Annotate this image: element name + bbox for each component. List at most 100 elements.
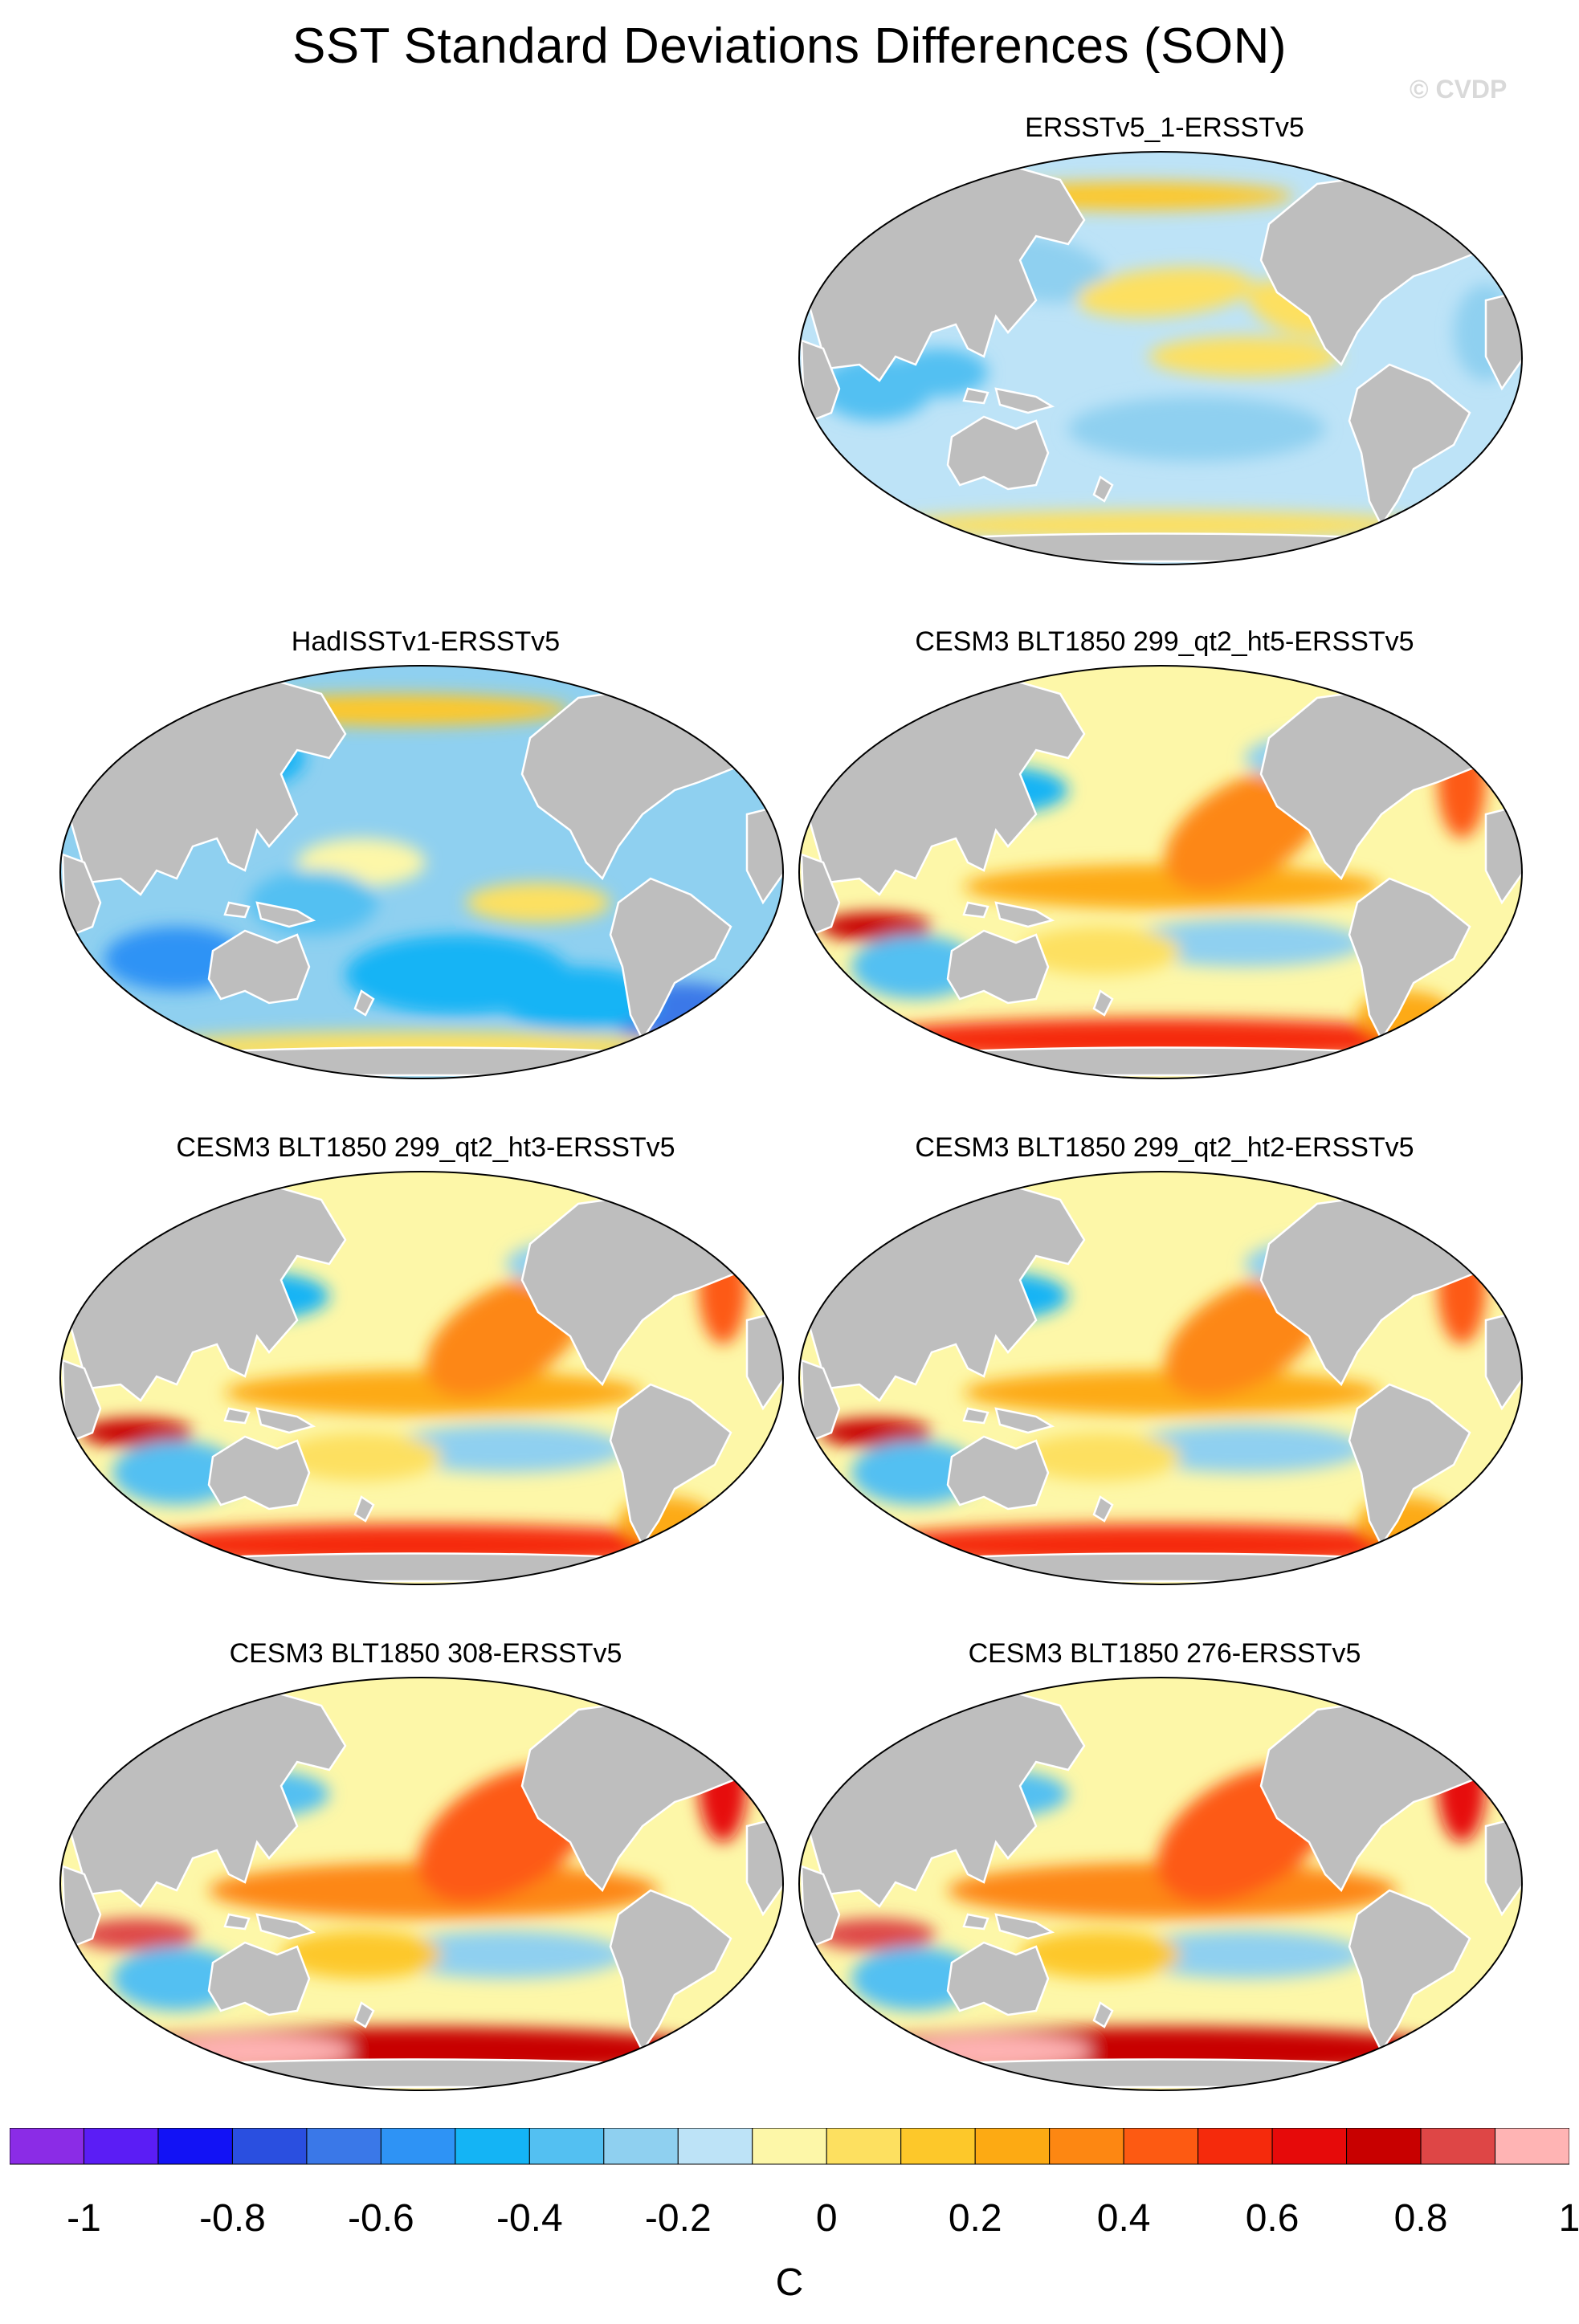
colorbar-swatch [380, 2128, 456, 2165]
anomaly-region [851, 1441, 980, 1505]
panel-title: CESM3 BLT1850 299_qt2_ht3-ERSSTv5 [176, 1132, 675, 1163]
map-border [798, 151, 1523, 565]
anomaly-region [1438, 726, 1486, 838]
anomaly-region [1076, 267, 1253, 318]
colorbar-swatch [1049, 2128, 1124, 2165]
anomaly-region [1124, 1931, 1365, 1979]
land-mass [207, 1435, 311, 1511]
land-mass [920, 532, 1401, 563]
colorbar-swatch [1271, 2128, 1348, 2165]
land-mass [994, 901, 1055, 928]
panel-title: CESM3 BLT1850 299_qt2_ht2-ERSSTv5 [915, 1132, 1414, 1163]
land-mass [1404, 1682, 1479, 1723]
colorbar [10, 2128, 1569, 2165]
map-border [798, 1171, 1523, 1585]
land-mass [255, 1913, 316, 1940]
colorbar-swatch [1495, 2128, 1569, 2165]
colorbar-tick-label: 0.8 [1393, 2197, 1448, 2240]
anomaly-region [1438, 1232, 1486, 1344]
land-mass [255, 901, 316, 928]
land-mass [920, 1552, 1401, 1583]
colorbar-swatch [1420, 2128, 1496, 2165]
sst-difference-map [798, 1171, 1523, 1585]
anomaly-region [699, 1232, 747, 1344]
anomaly-region [386, 1425, 626, 1473]
anomaly-region [112, 1441, 241, 1505]
panel-title: CESM3 BLT1850 308-ERSSTv5 [229, 1638, 622, 1669]
land-mass [609, 1889, 732, 2053]
colorbar-swatch [83, 2128, 159, 2165]
colorbar-swatch [826, 2128, 902, 2165]
anomaly-region [819, 357, 932, 421]
colorbar-tick-label: 1 [1558, 2197, 1579, 2240]
anomaly-region [1020, 927, 1181, 975]
anomaly-region [1124, 1425, 1365, 1473]
land-mass [946, 1941, 1050, 2016]
land-mass [946, 1435, 1050, 1511]
colorbar-swatch [900, 2128, 976, 2165]
land-mass [962, 387, 989, 405]
colorbar-tick-label: 0.6 [1245, 2197, 1300, 2240]
land-mass [609, 1383, 732, 1547]
colorbar-swatch [1123, 2128, 1199, 2165]
land-mass [962, 1407, 989, 1425]
anomaly-region [80, 1418, 193, 1447]
anomaly-region [815, 1918, 936, 1951]
anomaly-region [1149, 336, 1341, 377]
panel-title: ERSSTv5_1-ERSSTv5 [1025, 112, 1304, 143]
land-mass [1348, 877, 1471, 1042]
land-mass [1404, 1176, 1479, 1217]
land-mass [962, 1913, 989, 1931]
anomaly-region [964, 864, 1381, 909]
land-mass [353, 2001, 375, 2028]
colorbar-tick-label: 0.2 [948, 2197, 1002, 2240]
anomaly-region [76, 1918, 197, 1951]
sst-difference-map [59, 665, 784, 1079]
colorbar-swatch [1346, 2128, 1422, 2165]
land-mass [182, 1552, 662, 1583]
land-mass [1092, 989, 1114, 1017]
copyright-watermark: © CVDP [1410, 75, 1508, 104]
land-mass [1404, 670, 1479, 711]
land-mass [182, 2058, 662, 2089]
colorbar-swatch [528, 2128, 605, 2165]
colorbar-unit: C [775, 2261, 804, 2304]
colorbar-tick-label: -0.8 [199, 2197, 266, 2240]
anomaly-region [851, 1947, 980, 2011]
colorbar-tick-label: 0.4 [1096, 2197, 1151, 2240]
map-border [59, 1677, 784, 2091]
land-mass [994, 1407, 1055, 1434]
sst-difference-map [798, 151, 1523, 565]
anomaly-region [225, 1370, 643, 1415]
anomaly-region [498, 967, 659, 1031]
anomaly-region [281, 1931, 442, 1979]
colorbar-tick-labels: -1 -0.8 -0.6 -0.4 -0.2 0 0.2 0.4 0.6 0.8 1 [0, 2196, 1579, 2253]
map-border [59, 665, 784, 1079]
land-mass [609, 877, 732, 1042]
colorbar-swatch [752, 2128, 827, 2165]
anomaly-region [883, 511, 1430, 540]
colorbar-swatch [231, 2128, 308, 2165]
anomaly-region [1020, 1433, 1181, 1481]
figure-title: SST Standard Deviations Differences (SON… [292, 18, 1287, 74]
land-mass [1348, 1383, 1471, 1547]
land-mass [255, 1407, 316, 1434]
colorbar-swatch [157, 2128, 233, 2165]
panel-title: HadISSTv1-ERSSTv5 [291, 626, 561, 657]
anomaly-region [112, 1947, 241, 2011]
sst-difference-map [798, 665, 1523, 1079]
land-mass [946, 929, 1050, 1005]
land-mass [665, 1682, 741, 1723]
colorbar-tick-label: 0 [815, 2197, 838, 2240]
map-border [798, 665, 1523, 1079]
land-mass [223, 1407, 251, 1425]
land-mass [223, 901, 251, 919]
colorbar-tick-label: -0.4 [496, 2197, 563, 2240]
colorbar-swatch [1198, 2128, 1273, 2165]
colorbar-swatch [306, 2128, 381, 2165]
sst-difference-map [59, 1171, 784, 1585]
anomaly-region [851, 935, 980, 999]
land-mass [962, 901, 989, 919]
colorbar-tick-label: -0.2 [644, 2197, 712, 2240]
land-mass [182, 1046, 662, 1077]
